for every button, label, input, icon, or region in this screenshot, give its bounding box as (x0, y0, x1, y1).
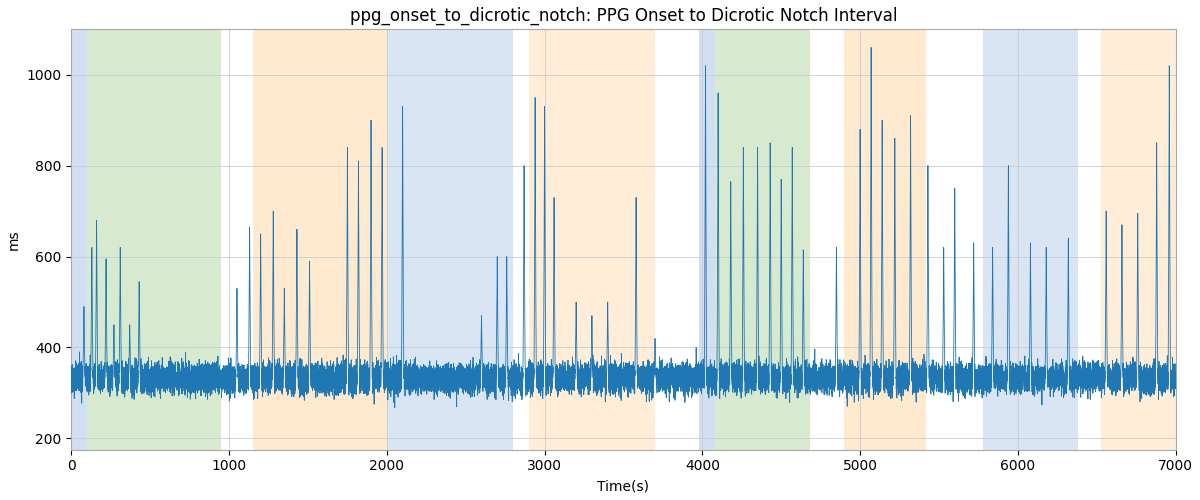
Bar (88, 30, 221, 450)
Bar (253, 30, 386, 450)
Bar (386, 30, 514, 450)
Bar (700, 30, 715, 450)
Title: ppg_onset_to_dicrotic_notch: PPG Onset to Dicrotic Notch Interval: ppg_onset_to_dicrotic_notch: PPG Onset t… (349, 7, 898, 25)
Bar (529, 30, 655, 450)
Bar (71, 30, 88, 450)
Bar (845, 30, 926, 450)
Y-axis label: ms: ms (7, 229, 20, 250)
Bar (983, 30, 1078, 450)
Bar (715, 30, 810, 450)
X-axis label: Time(s): Time(s) (598, 479, 649, 493)
Bar (1102, 30, 1176, 450)
